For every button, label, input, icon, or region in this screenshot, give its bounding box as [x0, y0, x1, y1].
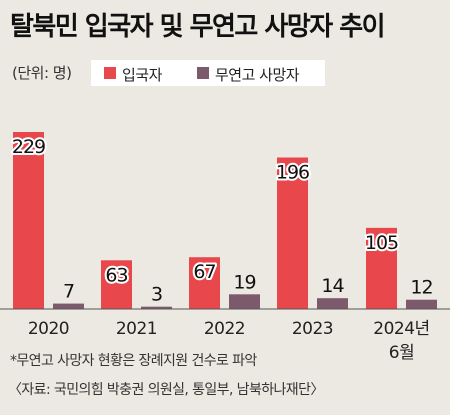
x-tick-label-2: 2022	[204, 319, 245, 339]
x-tick-label-0: 2020	[28, 319, 69, 339]
data-label-deaths-2: 19	[233, 271, 255, 293]
bar-entrants-4	[366, 227, 397, 309]
data-label-deaths-0: 7	[63, 281, 74, 303]
footnote: *무연고 사망자 현황은 장례지원 건수로 파악	[10, 353, 257, 369]
bar-deaths-1	[141, 306, 172, 309]
bar-deaths-3	[317, 298, 348, 309]
data-label-entrants-4: 105	[365, 232, 398, 254]
data-label-deaths-4: 12	[410, 277, 432, 299]
source-note: 〈자료: 국민의힘 박충권 의원실, 통일부, 남북하나재단〉	[8, 382, 324, 398]
x-tick-label-4-line1: 6월	[389, 343, 414, 363]
bar-entrants-0	[13, 132, 44, 309]
data-label-entrants-0: 229	[12, 136, 45, 158]
data-label-entrants-3: 196	[276, 162, 309, 184]
x-tick-label-3: 2023	[292, 319, 333, 339]
chart-title: 탈북민 입국자 및 무연고 사망자 추이	[10, 12, 386, 42]
bar-deaths-4	[406, 299, 437, 309]
bar-deaths-2	[229, 294, 260, 309]
legend-swatch-deaths	[197, 67, 209, 79]
data-label-entrants-2: 67	[193, 261, 215, 283]
bar-deaths-0	[53, 303, 84, 309]
bar-entrants-2	[189, 257, 220, 309]
legend-label-deaths: 무연고 사망자	[215, 66, 300, 84]
data-label-entrants-1: 63	[105, 264, 127, 286]
bar-entrants-3	[277, 157, 308, 309]
data-label-deaths-1: 3	[151, 284, 162, 306]
x-tick-label-1: 2021	[116, 319, 157, 339]
data-label-deaths-3: 14	[321, 275, 344, 297]
bar-entrants-1	[101, 260, 132, 309]
legend: 입국자 무연고 사망자	[91, 60, 325, 86]
x-tick-label-4-line0: 2024년	[373, 319, 429, 339]
unit-label: (단위: 명)	[12, 64, 72, 82]
legend-swatch-entrants	[104, 67, 116, 79]
legend-label-entrants: 입국자	[122, 66, 162, 84]
